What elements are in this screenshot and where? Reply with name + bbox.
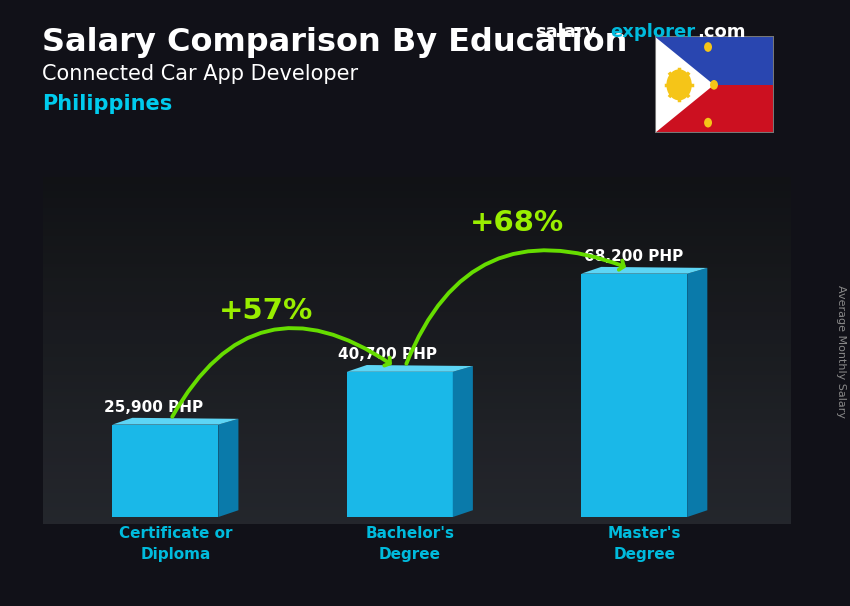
Text: +68%: +68% (470, 208, 564, 237)
Circle shape (704, 42, 712, 52)
Bar (654, 85, 774, 133)
Text: Philippines: Philippines (42, 94, 173, 114)
Text: Master's
Degree: Master's Degree (608, 526, 681, 562)
Text: 68,200 PHP: 68,200 PHP (584, 249, 683, 264)
Text: salary: salary (536, 23, 597, 41)
Text: Connected Car App Developer: Connected Car App Developer (42, 64, 359, 84)
Text: Average Monthly Salary: Average Monthly Salary (836, 285, 846, 418)
Text: +57%: +57% (218, 297, 313, 325)
Bar (347, 372, 453, 517)
Polygon shape (453, 366, 473, 517)
Polygon shape (654, 36, 714, 133)
Bar (654, 36, 774, 85)
Polygon shape (218, 419, 239, 517)
Text: Certificate or
Diploma: Certificate or Diploma (119, 526, 232, 562)
Circle shape (672, 77, 685, 93)
Polygon shape (581, 267, 707, 274)
Circle shape (710, 80, 718, 90)
Bar (581, 274, 688, 517)
Text: 40,700 PHP: 40,700 PHP (338, 347, 438, 362)
Text: Salary Comparison By Education: Salary Comparison By Education (42, 27, 628, 58)
Polygon shape (347, 365, 473, 372)
Circle shape (666, 69, 692, 101)
Circle shape (704, 118, 712, 127)
Polygon shape (112, 418, 239, 425)
Text: 25,900 PHP: 25,900 PHP (104, 400, 203, 415)
Text: Bachelor's
Degree: Bachelor's Degree (366, 526, 454, 562)
Text: .com: .com (697, 23, 745, 41)
Text: explorer: explorer (610, 23, 695, 41)
Bar (112, 425, 218, 517)
Polygon shape (688, 268, 707, 517)
